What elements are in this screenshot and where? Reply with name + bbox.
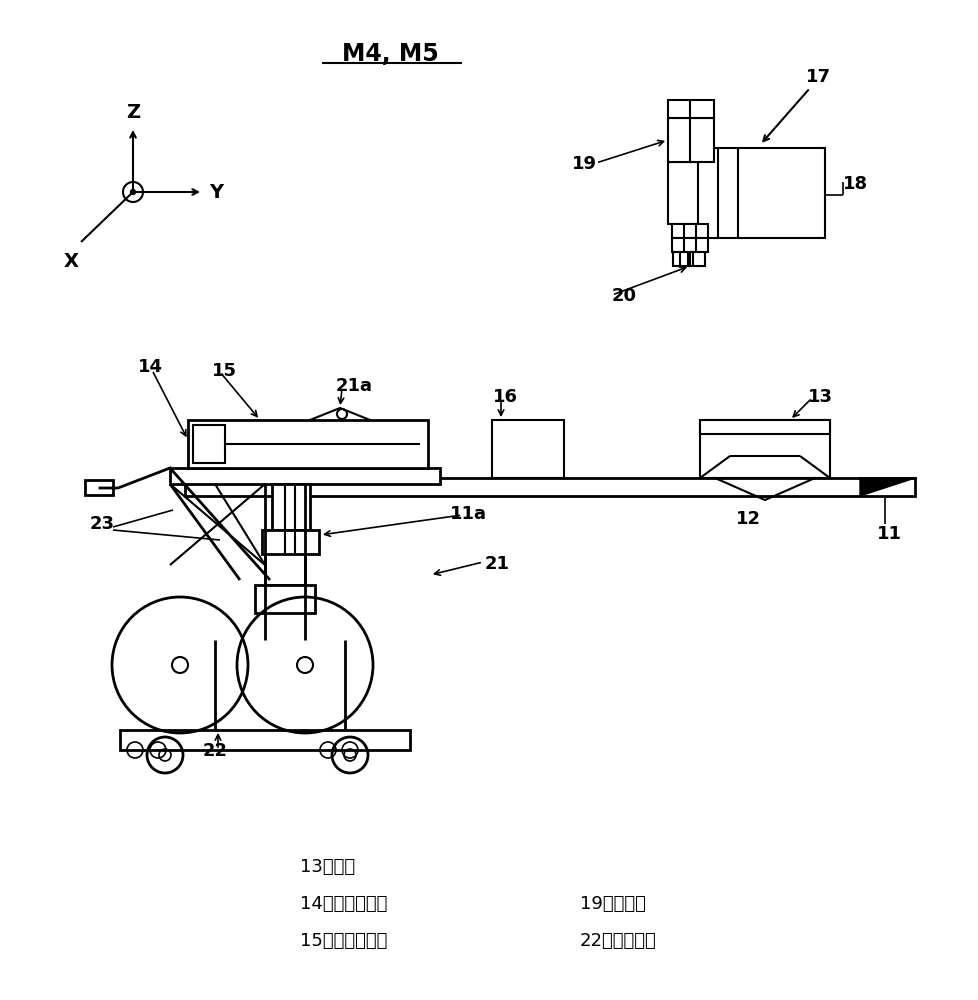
Text: 23: 23 <box>90 515 114 533</box>
Circle shape <box>130 190 135 194</box>
Text: 15: 15 <box>212 362 237 380</box>
Bar <box>492 420 563 478</box>
Text: M4, M5: M4, M5 <box>341 42 438 66</box>
Text: 21: 21 <box>484 555 510 573</box>
Text: 22: 22 <box>202 742 227 760</box>
Bar <box>120 730 410 750</box>
Bar <box>262 530 319 554</box>
Text: 11a: 11a <box>450 505 486 523</box>
Text: Z: Z <box>126 103 140 122</box>
Text: 13：基板: 13：基板 <box>299 858 355 876</box>
Text: 11: 11 <box>876 525 901 543</box>
Text: 19: 19 <box>571 155 597 173</box>
Text: 14：部件提供部: 14：部件提供部 <box>299 895 387 913</box>
Bar <box>667 162 697 224</box>
Text: 12: 12 <box>734 510 760 528</box>
Text: Y: Y <box>208 182 223 202</box>
Bar <box>671 224 707 238</box>
Bar <box>254 585 315 613</box>
Text: 19：安装头: 19：安装头 <box>579 895 645 913</box>
Bar <box>699 420 829 478</box>
Text: 15：带式送料器: 15：带式送料器 <box>299 932 387 950</box>
Bar <box>672 252 688 266</box>
Bar <box>667 118 713 162</box>
Text: 14: 14 <box>138 358 162 376</box>
Bar <box>699 420 829 434</box>
Bar <box>694 148 824 238</box>
Text: X: X <box>64 252 78 271</box>
Text: 20: 20 <box>611 287 637 305</box>
Bar <box>188 420 427 468</box>
Bar <box>671 238 707 252</box>
Bar <box>85 480 112 495</box>
Bar <box>185 478 914 496</box>
Text: 13: 13 <box>807 388 832 406</box>
Text: 17: 17 <box>805 68 830 86</box>
Bar <box>265 530 305 585</box>
Bar <box>667 100 713 118</box>
Bar <box>170 468 439 484</box>
Bar <box>272 484 310 530</box>
Bar <box>193 425 225 463</box>
Text: 18: 18 <box>842 175 867 193</box>
Bar <box>689 252 704 266</box>
Text: 21a: 21a <box>335 377 373 395</box>
Polygon shape <box>859 478 914 496</box>
Text: 22：供给卷盘: 22：供给卷盘 <box>579 932 656 950</box>
Text: 16: 16 <box>493 388 517 406</box>
